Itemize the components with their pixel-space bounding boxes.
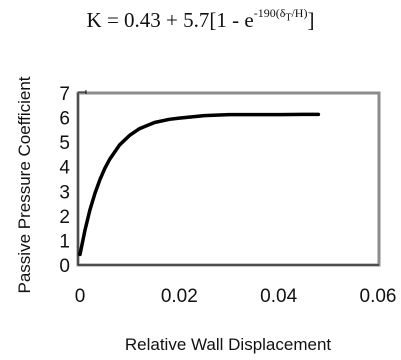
y-tick-label-2: 2 bbox=[59, 207, 70, 228]
y-tick-label-4: 4 bbox=[59, 158, 70, 179]
x-tick-label-0: 0 bbox=[75, 286, 86, 307]
y-tick-label-6: 6 bbox=[59, 109, 70, 130]
y-tick-label-7: 7 bbox=[59, 84, 70, 105]
series-line-0 bbox=[78, 112, 321, 257]
y-axis-label: Passive Pressure Coefficient bbox=[15, 76, 34, 293]
x-tick-label-0.04: 0.04 bbox=[260, 286, 297, 307]
plot-frame bbox=[76, 91, 381, 267]
chart-title: K = 0.43 + 5.7[1 - e-190(δT/H)] bbox=[86, 6, 315, 32]
y-tick-label-1: 1 bbox=[59, 231, 70, 252]
y-tick-label-0: 0 bbox=[59, 256, 70, 277]
y-tick-label-3: 3 bbox=[59, 182, 70, 203]
x-axis-label: Relative Wall Displacement bbox=[125, 335, 332, 354]
x-tick-label-0.02: 0.02 bbox=[161, 286, 198, 307]
y-tick-label-5: 5 bbox=[59, 133, 70, 154]
x-tick-label-0.06: 0.06 bbox=[360, 286, 397, 307]
